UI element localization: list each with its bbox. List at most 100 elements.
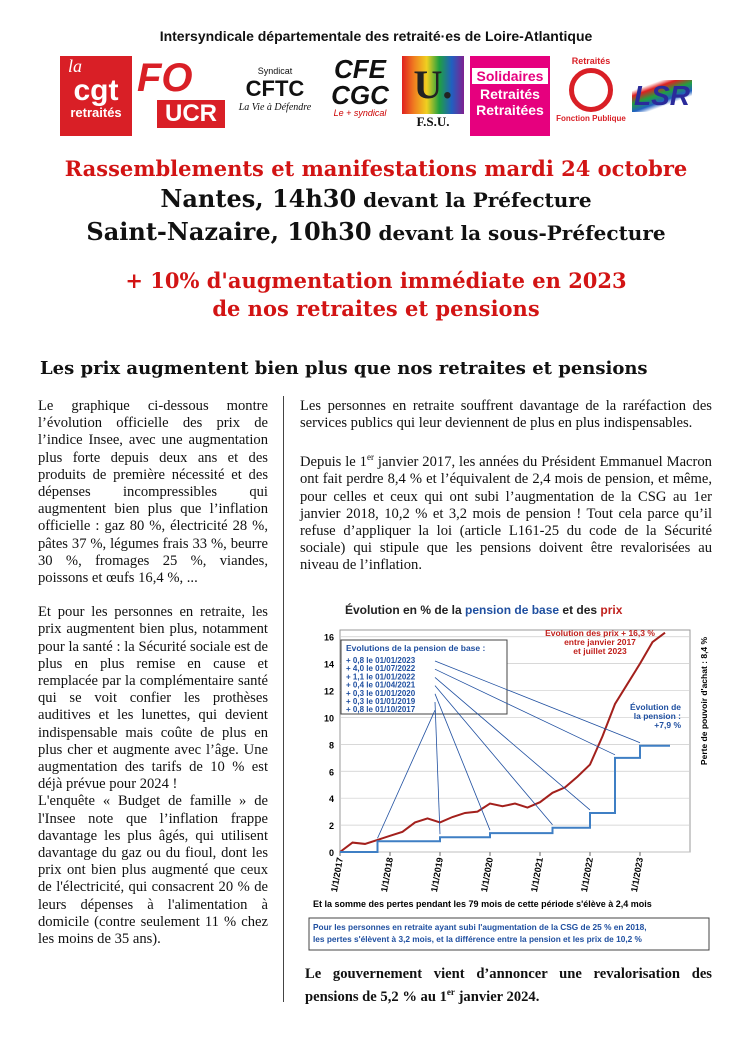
chart: Évolution en % de la pension de base et … xyxy=(308,602,710,951)
y-tick-label: 0 xyxy=(329,848,334,858)
text: Depuis le 1 xyxy=(300,454,367,471)
logo-text: Retraités xyxy=(571,56,611,66)
divider xyxy=(283,396,284,1002)
x-tick-label: 1/1/2023 xyxy=(629,857,645,893)
superscript: er xyxy=(446,986,455,997)
title-part: prix xyxy=(600,603,622,617)
logo-text: La Vie à Défendre xyxy=(238,102,312,113)
legend-item: + 0,3 le 01/01/2020 xyxy=(346,689,416,698)
legend-item: + 0,8 le 01/10/2017 xyxy=(346,705,416,714)
arrow xyxy=(434,685,553,826)
headline: Nantes, 14h30 devant la Préfecture xyxy=(0,184,752,213)
logo-text: UCR xyxy=(157,100,225,128)
legend-item: + 1,1 le 01/01/2022 xyxy=(346,672,416,681)
chart-title: Évolution en % de la pension de base et … xyxy=(345,602,623,617)
x-tick-label: 1/1/2020 xyxy=(479,857,495,893)
price-note: et juillet 2023 xyxy=(573,646,627,656)
logo-fp: Retraités Fonction Publique xyxy=(555,56,627,136)
logo-text: Syndicat xyxy=(257,66,293,76)
closing: Le gouvernement vient d’annoncer une rev… xyxy=(305,966,712,1006)
title-part: et des xyxy=(559,603,600,617)
city-time: Nantes, 14h30 xyxy=(160,184,357,213)
series-line xyxy=(340,744,670,853)
header: Intersyndicale départementale des retrai… xyxy=(159,28,593,44)
price-note: Evolution des prix + 16,3 % xyxy=(545,628,655,638)
logo-solidaires: Solidaires Retraités Retraitées xyxy=(470,56,550,136)
legend-item: + 0,3 le 01/01/2019 xyxy=(346,697,416,706)
place: devant la Préfecture xyxy=(356,188,592,212)
logo-cftc: Syndicat CFTC La Vie à Défendre xyxy=(232,56,318,136)
logo-text: Retraitées xyxy=(476,102,544,118)
text: Le gouvernement vient d’annoncer une rev… xyxy=(305,966,712,1005)
logo-text: Fonction Publique xyxy=(556,114,626,123)
logo-text: CFE xyxy=(334,56,386,84)
logo-fo: FO UCR xyxy=(137,56,225,136)
series-line xyxy=(339,631,666,853)
legend-title: Evolutions de la pension de base : xyxy=(346,643,486,653)
arrow xyxy=(434,677,591,811)
right-column: Les personnes en retraite souffrent dava… xyxy=(300,398,712,592)
demand: + 10% d'augmentation immédiate en 2023 xyxy=(125,268,627,293)
title-part: pension de base xyxy=(465,603,559,617)
logo-cgt: la cgt retraités xyxy=(60,56,132,136)
paragraph: Les personnes en retraite souffrent dava… xyxy=(300,398,712,432)
x-tick-label: 1/1/2021 xyxy=(529,857,545,893)
box-note: Pour les personnes en retraite ayant sub… xyxy=(313,922,647,932)
x-tick-label: 1/1/2019 xyxy=(429,857,445,893)
demand: de nos retraites et pensions xyxy=(212,296,540,321)
footer-note: Et la somme des pertes pendant les 79 mo… xyxy=(313,899,652,909)
y-tick-label: 4 xyxy=(329,794,334,804)
logo-ring xyxy=(569,68,613,112)
logo-fsu: U. F.S.U. xyxy=(402,56,464,136)
arrow xyxy=(377,710,436,839)
headline: Rassemblements et manifestations mardi 2… xyxy=(64,156,688,181)
arrow xyxy=(434,660,641,744)
y-tick-label: 14 xyxy=(324,660,334,670)
price-note: entre janvier 2017 xyxy=(564,637,636,647)
pension-note: +7,9 % xyxy=(654,720,681,730)
logo-text: FO xyxy=(137,56,193,100)
left-column: Le graphique ci-dessous montre l’évoluti… xyxy=(38,398,268,965)
logo-text: retraités xyxy=(70,105,122,120)
y-tick-label: 12 xyxy=(324,687,334,697)
logo-text: cgt xyxy=(73,74,119,107)
y-tick-label: 10 xyxy=(324,713,334,723)
logo-text: Retraités xyxy=(480,86,540,102)
logo-cfe: CFE CGC Le + syndical xyxy=(324,56,396,136)
legend-item: + 4,0 le 01/07/2022 xyxy=(346,664,416,673)
text: janvier 2024. xyxy=(454,988,540,1005)
y-tick-label: 6 xyxy=(329,767,334,777)
y-tick-label: 16 xyxy=(324,633,334,643)
logo-text: U. xyxy=(402,56,464,114)
logo-text: LSR xyxy=(632,80,692,112)
logo-text: CFTC xyxy=(245,76,305,101)
y-tick-label: 8 xyxy=(329,740,334,750)
logo-text: CGC xyxy=(331,80,389,110)
headline: Saint-Nazaire, 10h30 devant la sous-Préf… xyxy=(0,217,752,246)
arrow xyxy=(434,693,491,831)
pension-note: Évolution de xyxy=(630,702,681,712)
legend-item: + 0,4 le 01/04/2021 xyxy=(346,681,416,690)
logo-text: Solidaires xyxy=(472,68,548,84)
city-time: Saint-Nazaire, 10h30 xyxy=(86,217,372,246)
legend-box xyxy=(340,639,508,715)
title-part: Évolution en % de la xyxy=(345,602,465,617)
x-tick-label: 1/1/2017 xyxy=(329,857,345,893)
legend-item: + 0,8 le 01/01/2023 xyxy=(346,656,416,665)
paragraph: L'enquête « Budget de famille » de l'Ins… xyxy=(38,793,268,948)
y-tick-label: 2 xyxy=(329,821,334,831)
paragraph: Depuis le 1er janvier 2017, les années d… xyxy=(300,449,712,574)
place: devant la sous-Préfecture xyxy=(371,221,666,245)
arrow xyxy=(434,668,616,756)
note-box xyxy=(308,917,710,951)
logo-text: Le + syndical xyxy=(333,108,387,118)
arrow xyxy=(434,701,441,835)
text: janvier 2017, les années du Président Em… xyxy=(300,454,712,574)
logo-text: F.S.U. xyxy=(416,114,450,129)
pension-note: la pension : xyxy=(634,711,681,721)
paragraph: Et pour les personnes en retraite, les p… xyxy=(38,604,268,793)
superscript: er xyxy=(366,452,374,463)
logo-text: la xyxy=(68,56,83,76)
section-heading: Les prix augmentent bien plus que nos re… xyxy=(40,358,648,379)
